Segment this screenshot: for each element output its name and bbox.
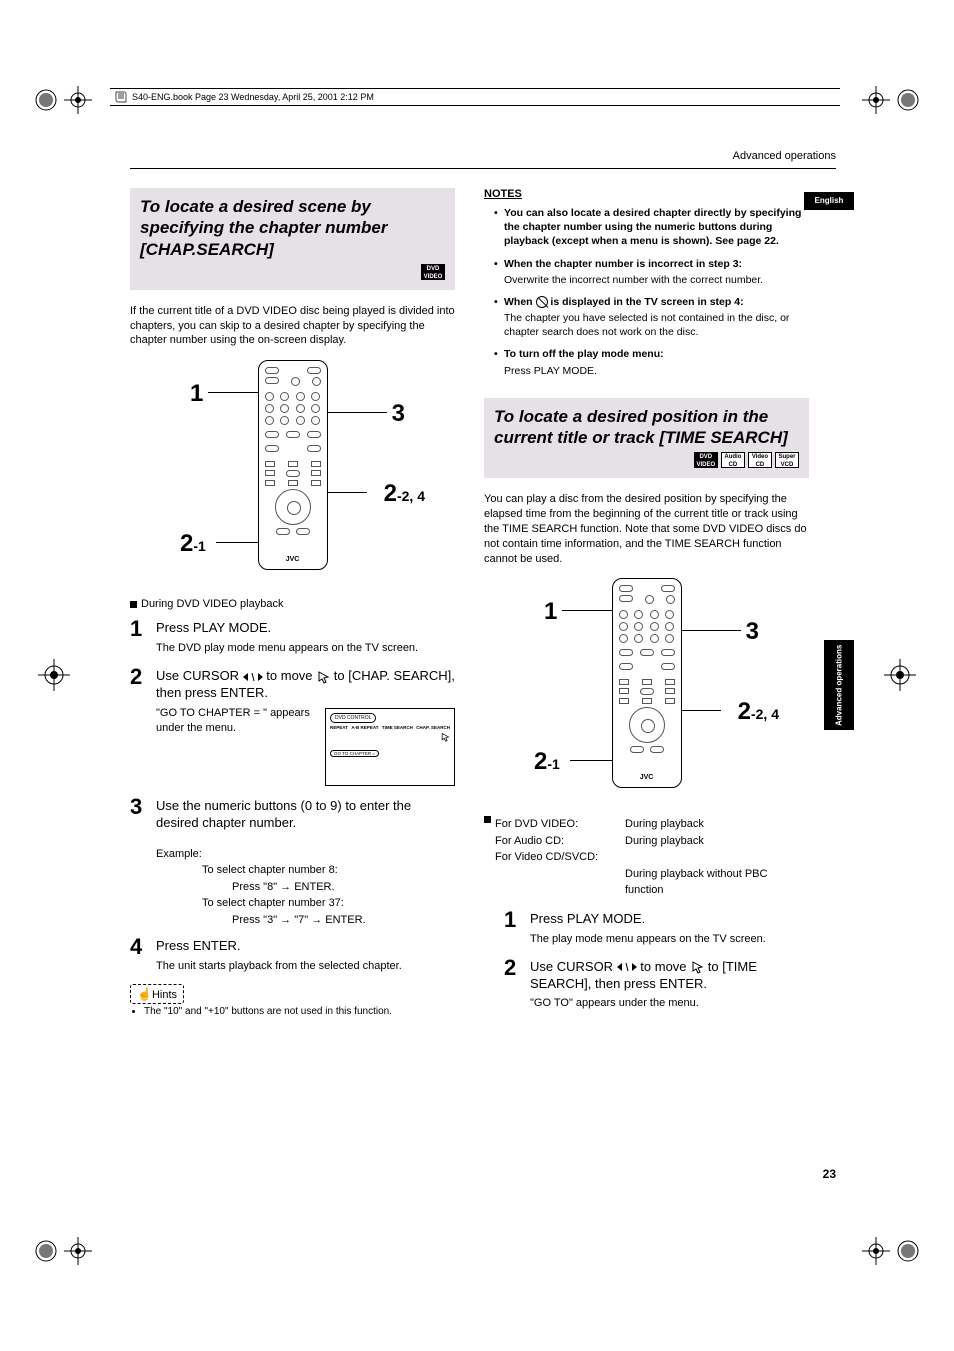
step-description: The unit starts playback from the select… bbox=[156, 959, 455, 974]
pointer-icon bbox=[690, 960, 704, 974]
chap-search-title: To locate a desired scene by specifying … bbox=[140, 196, 445, 260]
chap-search-title-box: To locate a desired scene by specifying … bbox=[130, 188, 455, 290]
step-command: Use CURSOR to move to [TIME SEARCH], the… bbox=[530, 959, 809, 993]
cursor-lr-icon bbox=[243, 672, 263, 682]
hints-box: ☝Hints The "10" and "+10" buttons are no… bbox=[130, 984, 455, 1017]
callout-3: 3 bbox=[746, 618, 759, 646]
step-1-r: 1 Press PLAY MODE. The play mode menu ap… bbox=[504, 909, 809, 947]
step-2-body: DVD CONTROL REPEAT A-B REPEAT TIME SEARC… bbox=[156, 706, 455, 786]
registration-mark-tr bbox=[860, 70, 920, 130]
time-search-title-box: To locate a desired position in the curr… bbox=[484, 398, 809, 479]
side-tab: Advanced operations bbox=[824, 640, 854, 730]
format-context: For DVD VIDEO:During playback For Audio … bbox=[484, 816, 809, 899]
note-item: To turn off the play mode menu:Press PLA… bbox=[494, 347, 809, 377]
callout-2-1: 2-1 bbox=[534, 748, 560, 776]
step-command: Press PLAY MODE. bbox=[530, 911, 809, 928]
prohibit-icon bbox=[536, 296, 548, 308]
pointer-icon bbox=[316, 670, 330, 684]
hint-icon: ☝ bbox=[137, 987, 152, 1001]
time-search-title: To locate a desired position in the curr… bbox=[494, 406, 799, 449]
step-4: 4 Press ENTER. The unit starts playback … bbox=[130, 936, 455, 974]
super-vcd-badge: SuperVCD bbox=[775, 452, 799, 468]
playback-context: During DVD VIDEO playback bbox=[130, 598, 455, 610]
section-header: Advanced operations bbox=[733, 150, 836, 162]
callout-2-2: 2-2, 4 bbox=[384, 480, 425, 508]
cursor-lr-icon bbox=[617, 962, 637, 972]
step-description: "GO TO" appears under the menu. bbox=[530, 996, 809, 1011]
book-header-text: S40-ENG.book Page 23 Wednesday, April 25… bbox=[128, 92, 378, 102]
book-header: S40-ENG.book Page 23 Wednesday, April 25… bbox=[110, 88, 840, 106]
step-number: 1 bbox=[130, 618, 156, 656]
registration-mark-br bbox=[860, 1221, 920, 1281]
hints-text: The "10" and "+10" buttons are not used … bbox=[144, 1006, 455, 1017]
callout-1: 1 bbox=[190, 380, 203, 408]
note-item: When the chapter number is incorrect in … bbox=[494, 257, 809, 287]
right-column: NOTES You can also locate a desired chap… bbox=[484, 188, 809, 1021]
registration-mark-bl bbox=[34, 1221, 94, 1281]
dvd-video-badge: DVDVIDEO bbox=[421, 264, 445, 280]
video-cd-badge: VideoCD bbox=[748, 452, 772, 468]
notes-title: NOTES bbox=[484, 188, 809, 200]
step-3: 3 Use the numeric buttons (0 to 9) to en… bbox=[130, 796, 455, 836]
step-number: 1 bbox=[504, 909, 530, 947]
note-item: When is displayed in the TV screen in st… bbox=[494, 295, 809, 340]
section-rule bbox=[130, 168, 836, 169]
remote-diagram-right: 1 3 2-2, 4 2-1 bbox=[484, 578, 809, 798]
registration-mark-tl bbox=[34, 70, 94, 130]
book-icon bbox=[114, 90, 128, 104]
language-tab: English bbox=[804, 192, 854, 210]
step-description: The play mode menu appears on the TV scr… bbox=[530, 932, 809, 947]
page-number: 23 bbox=[823, 1167, 836, 1181]
remote-diagram-left: 1 3 2-2, 4 2-1 bbox=[130, 360, 455, 580]
jvc-logo: JVC bbox=[259, 556, 327, 563]
dvd-video-badge: DVDVIDEO bbox=[694, 452, 718, 468]
callout-3: 3 bbox=[392, 400, 405, 428]
time-search-intro: You can play a disc from the desired pos… bbox=[484, 492, 809, 566]
step-command: Use CURSOR to move to [CHAP. SEARCH], th… bbox=[156, 668, 455, 702]
step-number: 2 bbox=[504, 957, 530, 1012]
callout-1: 1 bbox=[544, 598, 557, 626]
step-command: Use the numeric buttons (0 to 9) to ente… bbox=[156, 798, 455, 832]
chap-search-intro: If the current title of a DVD VIDEO disc… bbox=[130, 304, 455, 349]
step-command: Press ENTER. bbox=[156, 938, 455, 955]
callout-2-1: 2-1 bbox=[180, 530, 206, 558]
dvd-control-panel: DVD CONTROL REPEAT A-B REPEAT TIME SEARC… bbox=[325, 708, 455, 786]
step-number: 4 bbox=[130, 936, 156, 974]
registration-mark-mr bbox=[860, 645, 920, 705]
note-item: You can also locate a desired chapter di… bbox=[494, 206, 809, 249]
pointer-icon bbox=[440, 732, 450, 742]
step-1: 1 Press PLAY MODE. The DVD play mode men… bbox=[130, 618, 455, 656]
jvc-logo: JVC bbox=[613, 774, 681, 781]
step-2: 2 Use CURSOR to move to [CHAP. SEARCH], … bbox=[130, 666, 455, 786]
left-column: To locate a desired scene by specifying … bbox=[130, 188, 455, 1017]
audio-cd-badge: AudioCD bbox=[721, 452, 745, 468]
remote-control-icon: JVC bbox=[612, 578, 682, 788]
step-number: 2 bbox=[130, 666, 156, 786]
step-description: The DVD play mode menu appears on the TV… bbox=[156, 641, 455, 656]
step-command: Press PLAY MODE. bbox=[156, 620, 455, 637]
registration-mark-ml bbox=[34, 645, 94, 705]
example-block: Example: To select chapter number 8: Pre… bbox=[156, 846, 455, 929]
hints-label: ☝Hints bbox=[130, 984, 184, 1004]
step-number: 3 bbox=[130, 796, 156, 836]
notes-list: You can also locate a desired chapter di… bbox=[484, 206, 809, 378]
remote-control-icon: JVC bbox=[258, 360, 328, 570]
callout-2-2: 2-2, 4 bbox=[738, 698, 779, 726]
step-2-r: 2 Use CURSOR to move to [TIME SEARCH], t… bbox=[504, 957, 809, 1012]
